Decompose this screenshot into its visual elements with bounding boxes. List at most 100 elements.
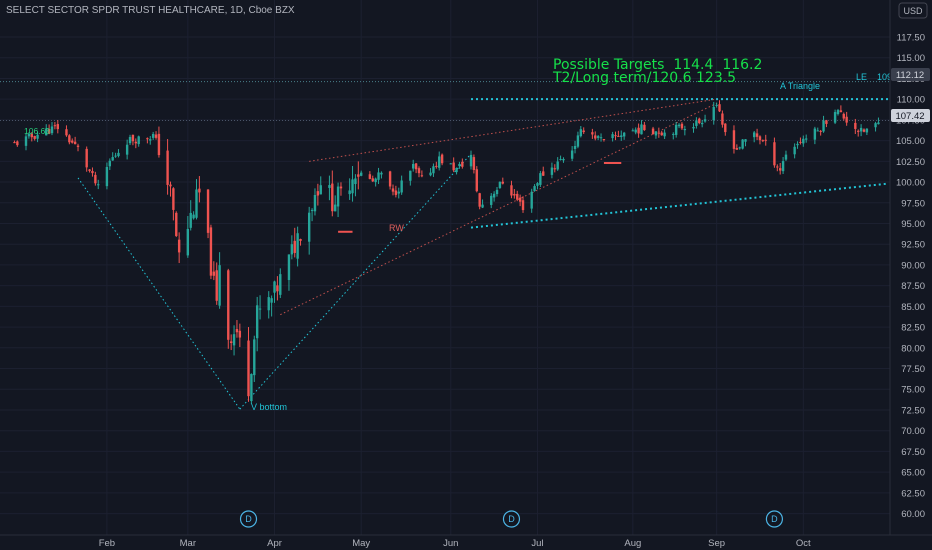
candle[interactable] bbox=[692, 123, 695, 133]
candle[interactable] bbox=[232, 325, 236, 356]
candle[interactable] bbox=[562, 157, 565, 163]
candle[interactable] bbox=[114, 152, 117, 158]
candle[interactable] bbox=[215, 262, 218, 305]
candle[interactable] bbox=[698, 117, 701, 125]
candle[interactable] bbox=[368, 171, 372, 180]
candle[interactable] bbox=[611, 131, 614, 142]
candle[interactable] bbox=[822, 115, 825, 133]
candle[interactable] bbox=[620, 130, 623, 141]
candle[interactable] bbox=[877, 117, 880, 125]
candle[interactable] bbox=[654, 131, 658, 139]
candle[interactable] bbox=[721, 110, 724, 128]
candle[interactable] bbox=[793, 143, 796, 159]
candle[interactable] bbox=[293, 227, 296, 258]
candle[interactable] bbox=[380, 171, 383, 179]
candle[interactable] bbox=[859, 124, 863, 137]
candle[interactable] bbox=[310, 208, 314, 222]
candle[interactable] bbox=[845, 111, 848, 126]
candle[interactable] bbox=[490, 193, 493, 209]
candle[interactable] bbox=[634, 127, 637, 135]
candle[interactable] bbox=[212, 261, 216, 281]
candle[interactable] bbox=[622, 131, 626, 140]
candle[interactable] bbox=[819, 129, 822, 136]
currency-button[interactable] bbox=[898, 2, 928, 19]
candle[interactable] bbox=[351, 166, 354, 202]
candle[interactable] bbox=[154, 131, 158, 140]
candle[interactable] bbox=[316, 183, 320, 206]
candle[interactable] bbox=[784, 150, 788, 162]
candle[interactable] bbox=[472, 154, 476, 174]
candle[interactable] bbox=[192, 211, 195, 220]
candle[interactable] bbox=[796, 141, 799, 149]
candle[interactable] bbox=[377, 167, 380, 185]
candle[interactable] bbox=[651, 126, 655, 135]
candle[interactable] bbox=[816, 127, 819, 132]
candle[interactable] bbox=[24, 133, 28, 151]
candle[interactable] bbox=[842, 112, 845, 121]
candle[interactable] bbox=[209, 224, 213, 280]
candle[interactable] bbox=[397, 187, 400, 199]
candle[interactable] bbox=[111, 152, 114, 161]
candle[interactable] bbox=[195, 179, 198, 220]
candle[interactable] bbox=[700, 120, 704, 128]
candle[interactable] bbox=[591, 128, 594, 139]
candle[interactable] bbox=[475, 166, 478, 193]
candle[interactable] bbox=[149, 136, 152, 145]
candle[interactable] bbox=[287, 254, 291, 291]
candle[interactable] bbox=[339, 182, 343, 196]
candle[interactable] bbox=[530, 188, 533, 213]
candle[interactable] bbox=[175, 211, 178, 238]
candle[interactable] bbox=[614, 131, 617, 141]
candle[interactable] bbox=[672, 132, 675, 140]
candle[interactable] bbox=[492, 191, 496, 202]
candle[interactable] bbox=[802, 135, 805, 147]
candle[interactable] bbox=[458, 161, 461, 169]
candle[interactable] bbox=[501, 177, 504, 185]
candle[interactable] bbox=[307, 206, 311, 255]
candle[interactable] bbox=[27, 132, 31, 139]
candle[interactable] bbox=[189, 200, 192, 231]
candle[interactable] bbox=[53, 122, 57, 130]
candle[interactable] bbox=[131, 134, 135, 146]
candle[interactable] bbox=[255, 296, 259, 352]
candle[interactable] bbox=[854, 118, 857, 135]
candle[interactable] bbox=[146, 137, 149, 144]
candle[interactable] bbox=[469, 150, 473, 170]
candle[interactable] bbox=[331, 170, 334, 217]
dividend-marker[interactable]: D bbox=[502, 510, 521, 528]
candle[interactable] bbox=[660, 130, 663, 136]
candle[interactable] bbox=[764, 134, 767, 146]
candle[interactable] bbox=[227, 268, 230, 349]
candle[interactable] bbox=[495, 186, 499, 197]
candle[interactable] bbox=[108, 158, 112, 170]
candle[interactable] bbox=[128, 134, 132, 146]
candle[interactable] bbox=[105, 162, 109, 190]
candle[interactable] bbox=[761, 139, 765, 143]
candle[interactable] bbox=[88, 169, 91, 173]
candle[interactable] bbox=[151, 131, 155, 140]
candle[interactable] bbox=[56, 120, 59, 134]
candle[interactable] bbox=[47, 124, 51, 135]
candle[interactable] bbox=[752, 130, 756, 143]
candle[interactable] bbox=[741, 139, 744, 150]
candle[interactable] bbox=[357, 161, 360, 190]
candle[interactable] bbox=[186, 216, 190, 258]
candle[interactable] bbox=[550, 162, 554, 179]
candle[interactable] bbox=[435, 161, 438, 169]
candle[interactable] bbox=[677, 123, 681, 129]
candle[interactable] bbox=[643, 121, 646, 131]
candle[interactable] bbox=[455, 167, 458, 175]
candle[interactable] bbox=[206, 189, 210, 239]
candle[interactable] bbox=[510, 180, 513, 199]
candle[interactable] bbox=[874, 121, 877, 132]
candle[interactable] bbox=[778, 163, 782, 175]
price-axis[interactable] bbox=[890, 0, 932, 535]
candle[interactable] bbox=[602, 138, 606, 142]
candle[interactable] bbox=[177, 232, 181, 264]
candle[interactable] bbox=[50, 122, 54, 136]
candle[interactable] bbox=[247, 327, 250, 402]
candle[interactable] bbox=[134, 138, 138, 149]
candle[interactable] bbox=[400, 175, 403, 195]
candle[interactable] bbox=[238, 323, 242, 348]
